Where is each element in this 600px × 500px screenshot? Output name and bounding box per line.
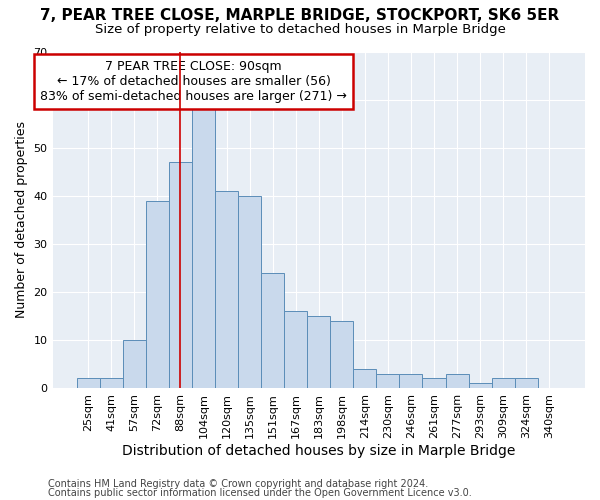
Bar — [446, 374, 469, 388]
Bar — [491, 378, 515, 388]
Bar — [307, 316, 330, 388]
Text: Contains HM Land Registry data © Crown copyright and database right 2024.: Contains HM Land Registry data © Crown c… — [48, 479, 428, 489]
Text: Size of property relative to detached houses in Marple Bridge: Size of property relative to detached ho… — [95, 22, 505, 36]
Bar — [77, 378, 100, 388]
Bar — [238, 196, 261, 388]
Bar — [261, 272, 284, 388]
Bar — [422, 378, 446, 388]
Text: Contains public sector information licensed under the Open Government Licence v3: Contains public sector information licen… — [48, 488, 472, 498]
Bar — [192, 109, 215, 388]
Bar — [215, 191, 238, 388]
Bar — [376, 374, 400, 388]
Bar — [284, 311, 307, 388]
Bar — [146, 200, 169, 388]
Bar — [123, 340, 146, 388]
Text: 7, PEAR TREE CLOSE, MARPLE BRIDGE, STOCKPORT, SK6 5ER: 7, PEAR TREE CLOSE, MARPLE BRIDGE, STOCK… — [40, 8, 560, 22]
Bar — [469, 383, 491, 388]
Bar — [400, 374, 422, 388]
Bar — [100, 378, 123, 388]
Bar — [169, 162, 192, 388]
Text: 7 PEAR TREE CLOSE: 90sqm
← 17% of detached houses are smaller (56)
83% of semi-d: 7 PEAR TREE CLOSE: 90sqm ← 17% of detach… — [40, 60, 347, 103]
Bar — [515, 378, 538, 388]
Bar — [353, 368, 376, 388]
Bar — [330, 320, 353, 388]
X-axis label: Distribution of detached houses by size in Marple Bridge: Distribution of detached houses by size … — [122, 444, 515, 458]
Y-axis label: Number of detached properties: Number of detached properties — [15, 121, 28, 318]
